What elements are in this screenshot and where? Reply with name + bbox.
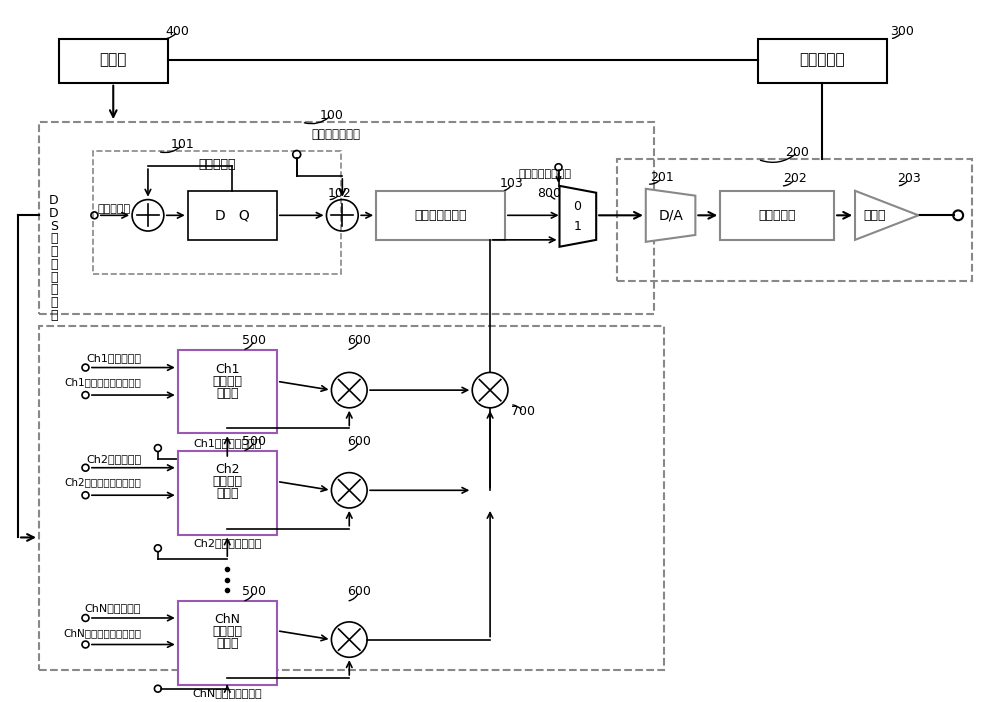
Text: D/A: D/A xyxy=(658,208,683,223)
Text: 发生器: 发生器 xyxy=(216,486,239,500)
Text: 500: 500 xyxy=(242,333,266,347)
Text: 0: 0 xyxy=(573,200,581,213)
Text: 上位机: 上位机 xyxy=(100,53,127,67)
Text: 400: 400 xyxy=(166,25,190,38)
Polygon shape xyxy=(855,191,918,240)
Bar xyxy=(39,122,654,314)
Text: 202: 202 xyxy=(783,173,806,185)
Text: 信: 信 xyxy=(50,258,58,271)
Bar xyxy=(39,326,664,670)
Text: 300: 300 xyxy=(890,25,914,38)
Text: D: D xyxy=(49,207,59,220)
Text: ChN谐波相位偏移控制字: ChN谐波相位偏移控制字 xyxy=(63,628,141,637)
Bar xyxy=(59,39,168,83)
Text: 600: 600 xyxy=(347,435,371,448)
Text: D: D xyxy=(49,194,59,207)
Text: 600: 600 xyxy=(347,333,371,347)
Text: 100: 100 xyxy=(319,109,343,121)
Text: 发生器: 发生器 xyxy=(216,387,239,399)
Bar xyxy=(376,191,505,240)
Text: 抑制谐波使能信号: 抑制谐波使能信号 xyxy=(518,169,571,179)
Text: 器: 器 xyxy=(50,309,58,322)
Bar xyxy=(178,350,277,433)
Text: 发: 发 xyxy=(50,284,58,296)
Text: 相位累加器: 相位累加器 xyxy=(199,158,236,171)
Polygon shape xyxy=(560,186,596,246)
Text: 101: 101 xyxy=(171,138,195,151)
Bar xyxy=(178,451,277,534)
Text: 频率控制字: 频率控制字 xyxy=(98,204,131,214)
Text: Ch1谐波相位偏移控制字: Ch1谐波相位偏移控制字 xyxy=(64,377,141,388)
Text: 信号分析器: 信号分析器 xyxy=(799,53,845,67)
Text: 203: 203 xyxy=(897,173,920,185)
Text: Ch1谐波幅值控制字: Ch1谐波幅值控制字 xyxy=(193,438,261,448)
Text: Ch2谐波幅值控制字: Ch2谐波幅值控制字 xyxy=(193,538,261,548)
Text: ChN: ChN xyxy=(214,614,240,626)
Text: 谐波信号: 谐波信号 xyxy=(212,625,242,638)
Text: 限幅器: 限幅器 xyxy=(864,208,886,222)
Polygon shape xyxy=(646,189,695,241)
Text: D   Q: D Q xyxy=(215,208,250,223)
Text: 201: 201 xyxy=(650,171,674,185)
Bar xyxy=(758,39,887,83)
Text: Ch1频率控制字: Ch1频率控制字 xyxy=(86,352,141,363)
Text: 500: 500 xyxy=(242,585,266,598)
Bar xyxy=(720,191,834,240)
Text: Ch2谐波相位偏移控制字: Ch2谐波相位偏移控制字 xyxy=(64,477,141,487)
Text: Ch1: Ch1 xyxy=(215,363,240,376)
Text: ChN谐波幅值控制字: ChN谐波幅值控制字 xyxy=(192,688,262,698)
Text: 200: 200 xyxy=(786,146,809,159)
Text: 号: 号 xyxy=(50,271,58,284)
Text: 102: 102 xyxy=(327,187,351,200)
Text: 相位幅度转化器: 相位幅度转化器 xyxy=(414,208,467,222)
Text: 700: 700 xyxy=(511,405,535,418)
Text: 103: 103 xyxy=(500,178,524,190)
Text: Ch2频率控制字: Ch2频率控制字 xyxy=(86,454,141,464)
Text: ChN频率控制字: ChN频率控制字 xyxy=(85,603,141,613)
Text: 谐波信号: 谐波信号 xyxy=(212,475,242,488)
Text: Ch2: Ch2 xyxy=(215,463,240,476)
Text: 时: 时 xyxy=(50,232,58,246)
Text: 重构滤波器: 重构滤波器 xyxy=(758,208,795,222)
Bar xyxy=(93,152,341,274)
Text: S: S xyxy=(50,220,58,232)
Text: 1: 1 xyxy=(573,220,581,232)
Text: 相位偏移控制字: 相位偏移控制字 xyxy=(312,128,361,141)
Text: 生: 生 xyxy=(50,296,58,309)
Text: 发生器: 发生器 xyxy=(216,637,239,650)
Text: 谐波信号: 谐波信号 xyxy=(212,375,242,388)
Bar xyxy=(188,191,277,240)
Text: 600: 600 xyxy=(347,585,371,598)
Text: 钟: 钟 xyxy=(50,245,58,258)
Bar xyxy=(178,602,277,684)
Bar xyxy=(617,159,972,281)
Text: 800: 800 xyxy=(538,187,562,200)
Text: 500: 500 xyxy=(242,435,266,448)
